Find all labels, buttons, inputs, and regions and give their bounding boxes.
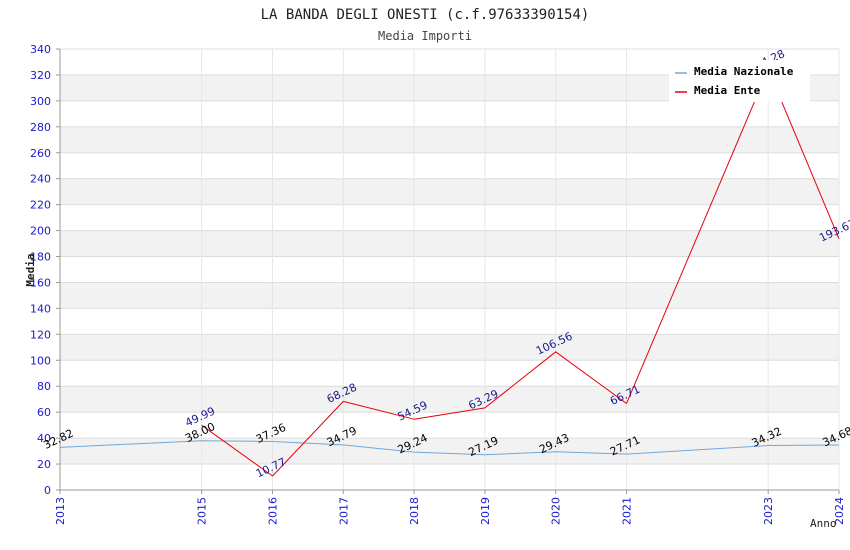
y-tick-label: 180 <box>30 251 51 264</box>
grid-band <box>60 334 839 361</box>
x-tick-label: 2023 <box>762 497 775 525</box>
x-axis-ticks: 2013 2015 2016 2017 2018 2019 2020 2021 2023 2024 <box>54 490 846 525</box>
y-tick-label: 140 <box>30 302 51 315</box>
axes <box>59 49 839 491</box>
y-tick-label: 240 <box>30 173 51 186</box>
x-tick-label: 2017 <box>337 497 350 525</box>
x-tick-label: 2021 <box>621 497 634 525</box>
x-tick-label: 2024 <box>833 497 846 525</box>
y-tick-label: 160 <box>30 276 51 289</box>
y-tick-label: 20 <box>37 458 51 471</box>
y-tick-label: 120 <box>30 328 51 341</box>
legend-label-media-ente: Media Ente <box>694 84 761 97</box>
grid-band <box>60 178 839 205</box>
y-tick-label: 40 <box>37 432 51 445</box>
chart-title: LA BANDA DEGLI ONESTI (c.f.97633390154) <box>261 7 590 23</box>
x-tick-label: 2016 <box>266 497 279 525</box>
grid-band <box>60 126 839 153</box>
y-tick-label: 320 <box>30 69 51 82</box>
x-tick-label: 2018 <box>408 497 421 525</box>
x-tick-label: 2015 <box>196 497 209 525</box>
x-axis-label: Anno <box>810 517 837 530</box>
y-axis-ticks: 0 20 40 60 80 100 120 140 160 180 200 220 240 260 280 3… <box>30 43 60 497</box>
y-tick-label: 280 <box>30 121 51 134</box>
data-labels: 32.82 38.00 37.36 34.79 29.24 27.19 29.43 27.71… <box>41 47 850 480</box>
series-line-media-nazionale <box>59 440 840 456</box>
grid-bands <box>60 74 839 465</box>
chart-subtitle: Media Importi <box>378 29 472 43</box>
y-tick-label: 260 <box>30 147 51 160</box>
grid-band <box>60 230 839 257</box>
y-axis-label: Media <box>24 253 37 286</box>
y-tick-label: 80 <box>37 380 51 393</box>
grid-band <box>60 386 839 413</box>
series-line-media-ente <box>201 68 840 477</box>
gridlines <box>59 48 840 491</box>
y-tick-label: 60 <box>37 406 51 419</box>
legend-box <box>669 60 810 102</box>
y-tick-label: 300 <box>30 95 51 108</box>
series-lines <box>59 68 840 477</box>
y-tick-label: 200 <box>30 225 51 238</box>
x-tick-label: 2019 <box>479 497 492 525</box>
x-tick-label: 2020 <box>550 497 563 525</box>
grid-band <box>60 438 839 465</box>
y-tick-label: 100 <box>30 354 51 367</box>
grid-band <box>60 282 839 309</box>
x-tick-label: 2013 <box>54 497 67 525</box>
y-tick-label: 0 <box>44 484 51 497</box>
legend-label-media-nazionale: Media Nazionale <box>694 65 794 78</box>
y-tick-label: 220 <box>30 199 51 212</box>
legend: Media Nazionale Media Ente <box>669 60 810 102</box>
y-tick-label: 340 <box>30 43 51 56</box>
